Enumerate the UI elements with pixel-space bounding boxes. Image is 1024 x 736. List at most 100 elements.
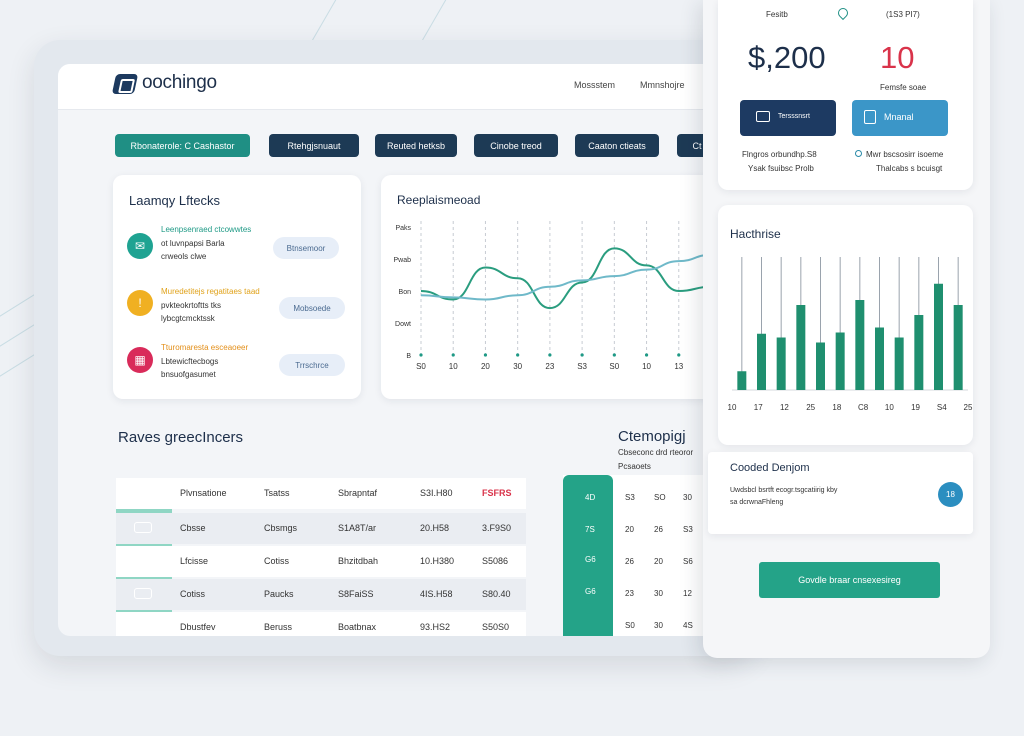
contact-badge[interactable]: 18 — [938, 482, 963, 507]
filter-button[interactable]: Reuted hetksb — [375, 134, 457, 157]
bar — [796, 305, 806, 390]
kpi-subtext: Femsfe soae — [880, 83, 927, 92]
x-tick-label: S0 — [609, 362, 619, 371]
bar — [776, 337, 786, 390]
compare-value: G6 — [585, 587, 596, 596]
logo-icon — [111, 74, 139, 94]
x-tick-label: 30 — [513, 362, 522, 371]
x-tick-label: 25 — [964, 403, 973, 412]
compare-cell: 26 — [654, 525, 663, 534]
contact-card: Cooded Denjom Uwdsbcl bsrtft ecogr.tsgca… — [708, 452, 973, 534]
table-row[interactable]: Plvnsatione Tsatss Sbrapntaf S3I.H80 FSFRS — [116, 478, 526, 509]
pin-icon — [835, 5, 851, 21]
filter-button[interactable]: Caaton ctieats — [575, 134, 659, 157]
x-tick-label: 23 — [545, 362, 554, 371]
bar — [737, 371, 747, 390]
contact-text: Uwdsbcl bsrtft ecogr.tsgcatiirig kby — [730, 487, 838, 494]
bar — [894, 337, 904, 390]
x-tick-label: S4 — [937, 403, 947, 412]
card-icon — [134, 555, 152, 566]
nav-item[interactable]: Mmnshojre — [640, 80, 685, 90]
doc-icon — [864, 110, 876, 124]
activity-item-button[interactable]: Trrschrce — [279, 354, 345, 376]
compare-cell: SO — [654, 493, 666, 502]
compare-cell: 12 — [683, 589, 692, 598]
primary-action-button[interactable]: Govdle braar cnsexesireg — [759, 562, 940, 598]
card-icon — [756, 111, 770, 122]
transfer-button[interactable]: Tersssnsrt — [740, 100, 836, 136]
activity-item-title: Muredetitejs regatitaes taad — [161, 287, 260, 296]
axis-dot — [419, 353, 423, 357]
x-tick-label: S0 — [416, 362, 426, 371]
y-tick-label: Pwab — [393, 257, 411, 264]
recent-title: Raves greecIncers — [118, 429, 244, 446]
bar — [835, 332, 845, 390]
kpi-value: $,200 — [748, 40, 826, 75]
nav-item[interactable]: Mossstem — [574, 80, 616, 90]
compare-cell: 4S — [683, 621, 693, 630]
compare-value: G6 — [585, 555, 596, 564]
table-row[interactable]: Cbsse Cbsmgs S1A8T/ar 20.H58 3.F9S0 — [116, 513, 526, 544]
y-tick-label: Bon — [399, 289, 412, 296]
y-tick-label: B — [406, 353, 411, 360]
axis-dot — [548, 353, 552, 357]
manual-button[interactable]: Mnanal — [852, 100, 948, 136]
kpi-note: Mwr bscsosirr isoeme — [866, 150, 944, 159]
card-icon — [134, 522, 152, 533]
compare-cell: S3 — [683, 525, 693, 534]
x-tick-label: 18 — [832, 403, 841, 412]
table-row[interactable]: Lfcisse Cotiss Bhzitdbah 10.H380 S5086 — [116, 546, 526, 577]
info-icon — [855, 150, 862, 157]
compare-subtitle: Cbseconc drd rteoror — [618, 448, 694, 457]
right-panel: Fesitb (1S3 PI7) $,200 10 Femsfe soae Te… — [703, 0, 990, 658]
kpi-value: 10 — [880, 40, 915, 75]
bar-chart-card: Hacthrise 10 17 12 25 18 C8 10 19 S4 25 — [718, 205, 973, 445]
table-row[interactable]: Dbustfev Beruss Boatbnax 93.HS2 S50S0 — [116, 612, 526, 636]
kpi-label: (1S3 PI7) — [886, 10, 920, 19]
series-line — [420, 253, 712, 301]
bar-chart-title: Hacthrise — [730, 227, 781, 241]
activity-item-line: ot luvnpapsi Barla — [161, 239, 225, 248]
bar — [855, 300, 865, 390]
activity-item-button[interactable]: Btnsemoor — [273, 237, 339, 259]
x-tick-label: 10 — [449, 362, 458, 371]
compare-cell: 30 — [654, 621, 663, 630]
kpi-note: Ysak fsuibsc Prolb — [748, 164, 814, 173]
activity-item-line: bnsuofgasumet — [161, 370, 216, 379]
top-bar: oochingo Mossstem Mmnshojre — [58, 64, 738, 110]
axis-dot — [516, 353, 520, 357]
compare-cell: 30 — [654, 589, 663, 598]
x-tick-label: C8 — [858, 403, 869, 412]
kpi-label: Fesitb — [766, 10, 788, 19]
y-tick-label: Paks — [395, 225, 411, 232]
y-tick-label: Dowt — [395, 321, 411, 328]
filter-button[interactable]: Rtehgjsnuaut — [269, 134, 359, 157]
filter-button[interactable]: Cinobe treod — [474, 134, 558, 157]
activity-item-button[interactable]: Mobsoede — [279, 297, 345, 319]
recent-table: Plvnsatione Tsatss Sbrapntaf S3I.H80 FSFRS C… — [116, 478, 526, 636]
line-chart-card: Reeplaismeoad S010203023S3S01013S6PaksPw… — [381, 175, 738, 399]
alert-icon: ! — [127, 290, 153, 316]
activity-item-title: Leenpsenraed ctcowwtes — [161, 225, 252, 234]
contact-text: sa dcrwnaFhleng — [730, 499, 784, 506]
calendar-icon: ▦ — [127, 347, 153, 373]
compare-highlight-column — [563, 475, 613, 636]
chat-icon: ✉ — [127, 233, 153, 259]
filter-button[interactable]: Rbonaterole: C Cashastor — [115, 134, 250, 157]
contact-title: Cooded Denjom — [730, 462, 810, 474]
bar-chart: 10 17 12 25 18 C8 10 19 S4 25 — [728, 257, 973, 412]
x-tick-label: 10 — [885, 403, 894, 412]
x-tick-label: 10 — [728, 403, 737, 412]
x-tick-label: S3 — [577, 362, 587, 371]
compare-cell: 23 — [625, 589, 634, 598]
app-title: oochingo — [142, 72, 217, 93]
activity-item-line: crweols clwe — [161, 252, 207, 261]
dashboard-window: oochingo Mossstem Mmnshojre Rbonaterole:… — [58, 64, 738, 636]
activity-title: Laamqy Lftecks — [129, 193, 221, 208]
activity-item-title: Tturomaresta esceaoeer — [161, 343, 249, 352]
axis-dot — [483, 353, 488, 357]
axis-dot — [612, 353, 616, 357]
card-icon — [134, 487, 152, 498]
bar — [757, 333, 766, 390]
table-row[interactable]: Cotiss Paucks S8FaiSS 4IS.H58 S80.40 — [116, 579, 526, 610]
